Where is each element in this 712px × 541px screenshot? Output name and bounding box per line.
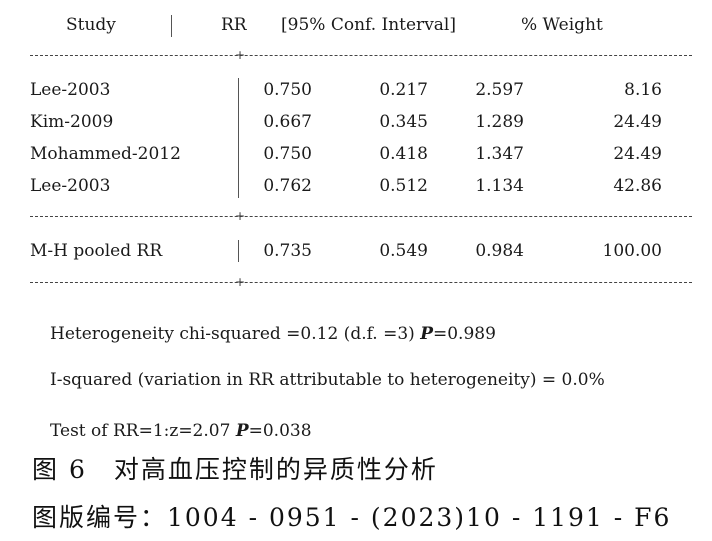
pooled-ci-high: 0.984 — [475, 241, 524, 261]
row-ci-low: 0.418 — [379, 144, 428, 164]
row-study: Mohammed-2012 — [30, 144, 181, 164]
figure-number: 图版编号：1004 - 0951 - (2023)10 - 1191 - F6 — [32, 503, 672, 532]
meta-analysis-output: Study RR [95% Conf. Interval] % Weight +… — [30, 15, 692, 441]
figure-caption: 图 6 对高血压控制的异质性分析 — [32, 455, 438, 484]
header-study: Study — [66, 15, 116, 35]
row-ci-low: 0.512 — [379, 176, 428, 196]
row-rr: 0.762 — [263, 176, 312, 196]
i-squared-line: I-squared (variation in RR attributable … — [50, 370, 605, 390]
row-rr: 0.667 — [263, 112, 312, 132]
test-text: Test of RR=1:z=2.07 — [50, 421, 236, 441]
pooled-weight: 100.00 — [602, 241, 662, 261]
heterogeneity-line: Heterogeneity chi-squared =0.12 (d.f. =3… — [50, 324, 496, 344]
pooled-study: M-H pooled RR — [30, 241, 163, 261]
row-ci-high: 2.597 — [475, 80, 524, 100]
row-study: Lee-2003 — [30, 80, 111, 100]
row-study: Lee-2003 — [30, 176, 111, 196]
test-line: Test of RR=1:z=2.07 P=0.038 — [50, 421, 312, 441]
row-weight: 8.16 — [624, 80, 662, 100]
row-weight: 42.86 — [613, 176, 662, 196]
separator-junction: + — [235, 209, 246, 223]
header-divider — [171, 15, 172, 37]
separator-middle — [30, 216, 692, 217]
header-ci: [95% Conf. Interval] — [281, 15, 456, 35]
heterogeneity-text: Heterogeneity chi-squared =0.12 (d.f. =3… — [50, 324, 421, 344]
separator-top — [30, 55, 692, 56]
row-weight: 24.49 — [613, 112, 662, 132]
heterogeneity-p-value: =0.989 — [433, 324, 496, 344]
pooled-ci-low: 0.549 — [379, 241, 428, 261]
row-ci-high: 1.347 — [475, 144, 524, 164]
separator-junction: + — [235, 275, 246, 289]
header-weight: % Weight — [521, 15, 603, 35]
row-study: Kim-2009 — [30, 112, 114, 132]
row-rr: 0.750 — [263, 144, 312, 164]
column-divider — [238, 78, 239, 198]
row-weight: 24.49 — [613, 144, 662, 164]
separator-bottom — [30, 282, 692, 283]
row-ci-low: 0.217 — [379, 80, 428, 100]
test-p-value: =0.038 — [248, 421, 312, 441]
separator-junction: + — [235, 48, 246, 62]
pooled-rr: 0.735 — [263, 241, 312, 261]
test-p-label: P — [235, 421, 249, 441]
column-divider — [238, 240, 239, 262]
row-ci-high: 1.289 — [475, 112, 524, 132]
row-ci-high: 1.134 — [475, 176, 524, 196]
row-rr: 0.750 — [263, 80, 312, 100]
heterogeneity-p-label: P — [420, 324, 433, 344]
row-ci-low: 0.345 — [379, 112, 428, 132]
header-rr: RR — [221, 15, 247, 35]
